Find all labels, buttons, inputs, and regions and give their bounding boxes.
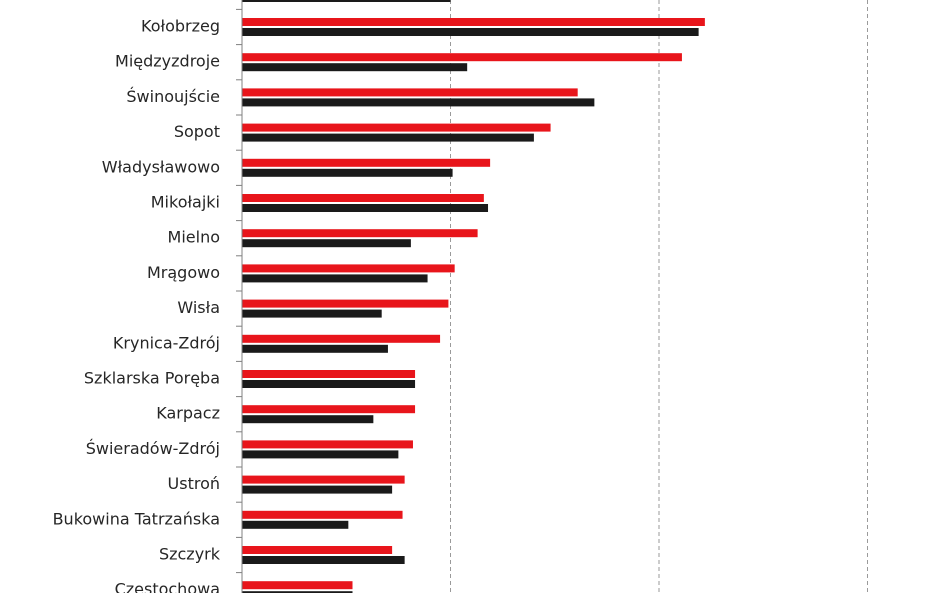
category-label: Władysławowo [102, 157, 220, 176]
category-label: Sopot [174, 122, 220, 141]
category-label: Świnoujście [126, 87, 220, 106]
bar-series-1-10 [242, 334, 441, 343]
bar-series-1-12 [242, 405, 416, 414]
category-label: Kołobrzeg [141, 17, 220, 36]
bar-series-2-1 [242, 28, 699, 36]
category-label: Świeradów-Zdrój [86, 439, 220, 458]
bar-series-1-5 [242, 158, 491, 167]
bar-series-2-16 [242, 556, 405, 564]
bar-series-2-10 [242, 344, 388, 353]
bar-series-1-6 [242, 194, 484, 202]
category-label: Szklarska Poręba [84, 369, 220, 388]
bar-series-1-16 [242, 546, 393, 554]
bar-series-1-7 [242, 229, 478, 238]
bar-series-1-15 [242, 510, 403, 519]
bar-series-1-13 [242, 440, 413, 449]
bar-series-2-12 [242, 415, 374, 424]
category-label: Ustroń [168, 474, 220, 493]
bar-series-2-6 [242, 204, 489, 212]
category-label: Krynica-Zdrój [113, 333, 220, 352]
category-label: Mikołajki [151, 193, 220, 212]
category-label: Częstochowa [115, 580, 220, 593]
category-label: Wisła [177, 298, 220, 317]
category-label: Mielno [168, 228, 220, 247]
bar-series-2-11 [242, 380, 416, 388]
bar-series-1-17 [242, 581, 353, 590]
category-label: Szczyrk [159, 545, 221, 564]
category-label: Karpacz [156, 404, 220, 423]
category-label: Bukowina Tatrzańska [53, 509, 220, 528]
bar-series-2-2 [242, 63, 468, 72]
bar-series-1-14 [242, 475, 405, 484]
bar-series-1-9 [242, 299, 449, 308]
bar-series-2-17 [242, 591, 353, 593]
bar-series-1-1 [242, 18, 705, 26]
bar-series-2-13 [242, 450, 399, 459]
bar-partial-top-series-2 [242, 0, 451, 2]
bar-series-2-4 [242, 133, 534, 142]
bar-series-2-9 [242, 309, 382, 318]
category-label: Międzyzdroje [115, 52, 220, 71]
bar-series-1-4 [242, 123, 551, 132]
bar-series-2-8 [242, 274, 428, 283]
bar-series-1-11 [242, 370, 416, 378]
bar-series-2-7 [242, 239, 411, 248]
bar-series-1-8 [242, 264, 455, 273]
bar-series-2-3 [242, 98, 595, 107]
bar-series-2-15 [242, 520, 349, 529]
bar-series-1-2 [242, 53, 682, 62]
bar-series-2-5 [242, 168, 453, 177]
bar-series-2-14 [242, 485, 393, 494]
bar-series-1-3 [242, 88, 578, 97]
category-label: Mrągowo [147, 263, 220, 282]
